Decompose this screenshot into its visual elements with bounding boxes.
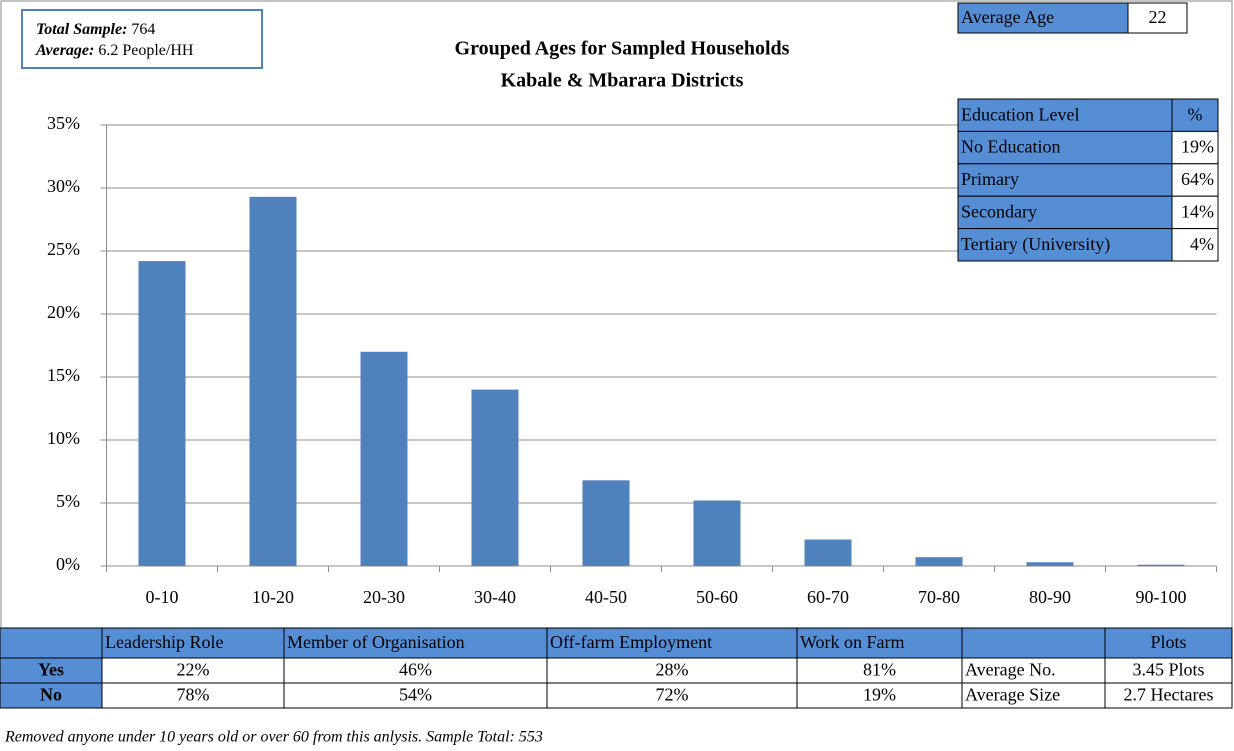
x-tick-label: 90-100 bbox=[1136, 587, 1187, 607]
cell-text: Tertiary (University) bbox=[961, 234, 1110, 255]
table-cell bbox=[1171, 195, 1219, 230]
table-cell bbox=[1127, 2, 1188, 34]
table-cell bbox=[0, 627, 103, 659]
cell-text: 3.45 Plots bbox=[1132, 660, 1204, 680]
x-tick-label: 30-40 bbox=[474, 587, 516, 607]
info-value: 764 bbox=[131, 21, 155, 38]
cell-text: Primary bbox=[961, 169, 1019, 189]
cell-text: Average Age bbox=[961, 7, 1054, 27]
table-cell bbox=[546, 627, 798, 659]
cell-text: Secondary bbox=[961, 202, 1037, 222]
chart-subtitle: Kabale & Mbarara Districts bbox=[501, 70, 744, 92]
cell-text: % bbox=[1188, 104, 1203, 124]
x-tick-label: 50-60 bbox=[696, 587, 738, 607]
table-cell bbox=[0, 682, 103, 709]
cell-text: 72% bbox=[656, 685, 689, 705]
cell-text: 14% bbox=[1181, 202, 1214, 222]
y-tick-label: 5% bbox=[56, 491, 80, 511]
table-cell bbox=[101, 627, 285, 659]
info-label: Average: bbox=[35, 42, 94, 59]
cell-text: 64% bbox=[1181, 169, 1214, 189]
x-tick-label: 10-20 bbox=[252, 587, 294, 607]
y-tick-label: 30% bbox=[47, 176, 80, 196]
table-cell bbox=[1104, 682, 1233, 709]
cell-text: No Education bbox=[961, 137, 1060, 157]
bar bbox=[360, 351, 408, 566]
footnote: Removed anyone under 10 years old or ove… bbox=[4, 729, 543, 746]
bar bbox=[582, 480, 630, 566]
cell-text: 19% bbox=[1181, 137, 1214, 157]
table-cell bbox=[957, 228, 1173, 262]
cell-text: Average No. bbox=[965, 660, 1056, 680]
table-cell bbox=[796, 657, 963, 684]
table-cell bbox=[0, 657, 103, 684]
cell-text: 81% bbox=[863, 660, 896, 680]
info-sample: Total Sample: 764 bbox=[36, 21, 155, 38]
bar bbox=[249, 196, 297, 566]
cell-text: 2.7 Hectares bbox=[1124, 685, 1214, 705]
table-cell bbox=[957, 195, 1173, 230]
cell-text: 22% bbox=[177, 660, 210, 680]
table-cell bbox=[1171, 98, 1219, 132]
bar bbox=[693, 500, 741, 566]
info-average: Average: 6.2 People/HH bbox=[35, 42, 194, 59]
x-tick-label: 40-50 bbox=[585, 587, 627, 607]
x-tick-label: 70-80 bbox=[918, 587, 960, 607]
table-cell bbox=[546, 682, 798, 709]
bar bbox=[804, 539, 852, 566]
cell-text: Leadership Role bbox=[105, 632, 223, 652]
table-cell bbox=[1104, 657, 1233, 684]
cell-text: 4% bbox=[1190, 234, 1214, 254]
cell-text: Work on Farm bbox=[800, 632, 905, 652]
cell-text: 78% bbox=[177, 685, 210, 705]
info-box bbox=[21, 9, 263, 69]
cell-text: 54% bbox=[399, 685, 432, 705]
y-tick-label: 10% bbox=[47, 428, 80, 448]
y-tick-label: 15% bbox=[47, 365, 80, 385]
table-cell bbox=[1171, 228, 1219, 262]
x-tick-label: 0-10 bbox=[146, 587, 179, 607]
table-cell bbox=[961, 682, 1106, 709]
cell-text: Average Size bbox=[965, 685, 1060, 705]
x-tick-label: 60-70 bbox=[807, 587, 849, 607]
cell-text: Yes bbox=[38, 660, 64, 680]
y-tick-label: 35% bbox=[47, 113, 80, 133]
cell-text: Member of Organisation bbox=[287, 632, 465, 652]
cell-text: 22 bbox=[1149, 7, 1167, 27]
cell-text: 46% bbox=[399, 660, 432, 680]
cell-text: 19% bbox=[863, 685, 896, 705]
table-cell bbox=[1171, 130, 1219, 165]
table-cell bbox=[957, 130, 1173, 165]
bar bbox=[471, 389, 519, 566]
bar bbox=[915, 557, 963, 566]
info-value: 6.2 People/HH bbox=[98, 42, 194, 59]
bar bbox=[1137, 564, 1185, 566]
bar bbox=[138, 261, 186, 566]
cell-text: 28% bbox=[656, 660, 689, 680]
table-cell bbox=[796, 627, 963, 659]
chart-title: Grouped Ages for Sampled Households bbox=[455, 38, 790, 60]
cell-text: No bbox=[40, 685, 62, 705]
cell-text: Plots bbox=[1150, 632, 1186, 652]
table-cell bbox=[1104, 627, 1233, 659]
info-label: Total Sample: bbox=[36, 21, 127, 38]
y-tick-label: 0% bbox=[56, 554, 80, 574]
table-cell bbox=[283, 627, 548, 659]
x-tick-label: 80-90 bbox=[1029, 587, 1071, 607]
bar bbox=[1026, 562, 1074, 566]
cell-text: Education Level bbox=[961, 104, 1079, 124]
table-cell bbox=[957, 2, 1129, 34]
table-cell bbox=[546, 657, 798, 684]
y-tick-label: 25% bbox=[47, 239, 80, 259]
table-cell bbox=[961, 627, 1106, 659]
table-cell bbox=[283, 657, 548, 684]
x-tick-label: 20-30 bbox=[363, 587, 405, 607]
cell-text: Off-farm Employment bbox=[550, 632, 712, 652]
table-cell bbox=[957, 163, 1173, 197]
y-tick-label: 20% bbox=[47, 302, 80, 322]
table-cell bbox=[1171, 163, 1219, 197]
